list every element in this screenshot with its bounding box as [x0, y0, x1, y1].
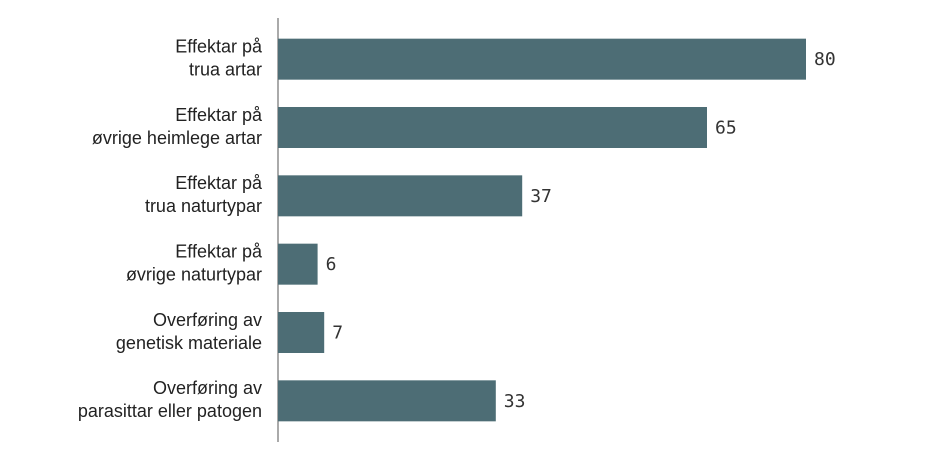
bar — [278, 312, 325, 353]
value-label: 6 — [326, 254, 337, 275]
category-label: Effektar på — [175, 105, 263, 125]
value-label: 37 — [530, 186, 552, 207]
category-label: parasittar eller patogen — [78, 401, 262, 421]
category-label: trua naturtypar — [145, 196, 262, 216]
category-label: trua artar — [189, 59, 262, 79]
bar — [278, 107, 707, 148]
value-label: 80 — [814, 49, 836, 70]
value-label: 33 — [504, 391, 526, 412]
bar — [278, 175, 523, 217]
value-label: 65 — [715, 118, 737, 139]
category-label: Effektar på — [175, 36, 263, 56]
category-label: øvrige heimlege artar — [92, 128, 262, 148]
category-label: Effektar på — [175, 173, 263, 193]
bar — [278, 38, 806, 80]
category-label: Overføring av — [153, 378, 262, 398]
bar — [278, 243, 318, 285]
category-label: genetisk materiale — [116, 333, 262, 353]
category-label: øvrige naturtypar — [126, 264, 262, 284]
value-label: 7 — [332, 323, 343, 344]
category-label: Overføring av — [153, 310, 262, 330]
bar — [278, 380, 496, 422]
category-label: Effektar på — [175, 241, 263, 261]
